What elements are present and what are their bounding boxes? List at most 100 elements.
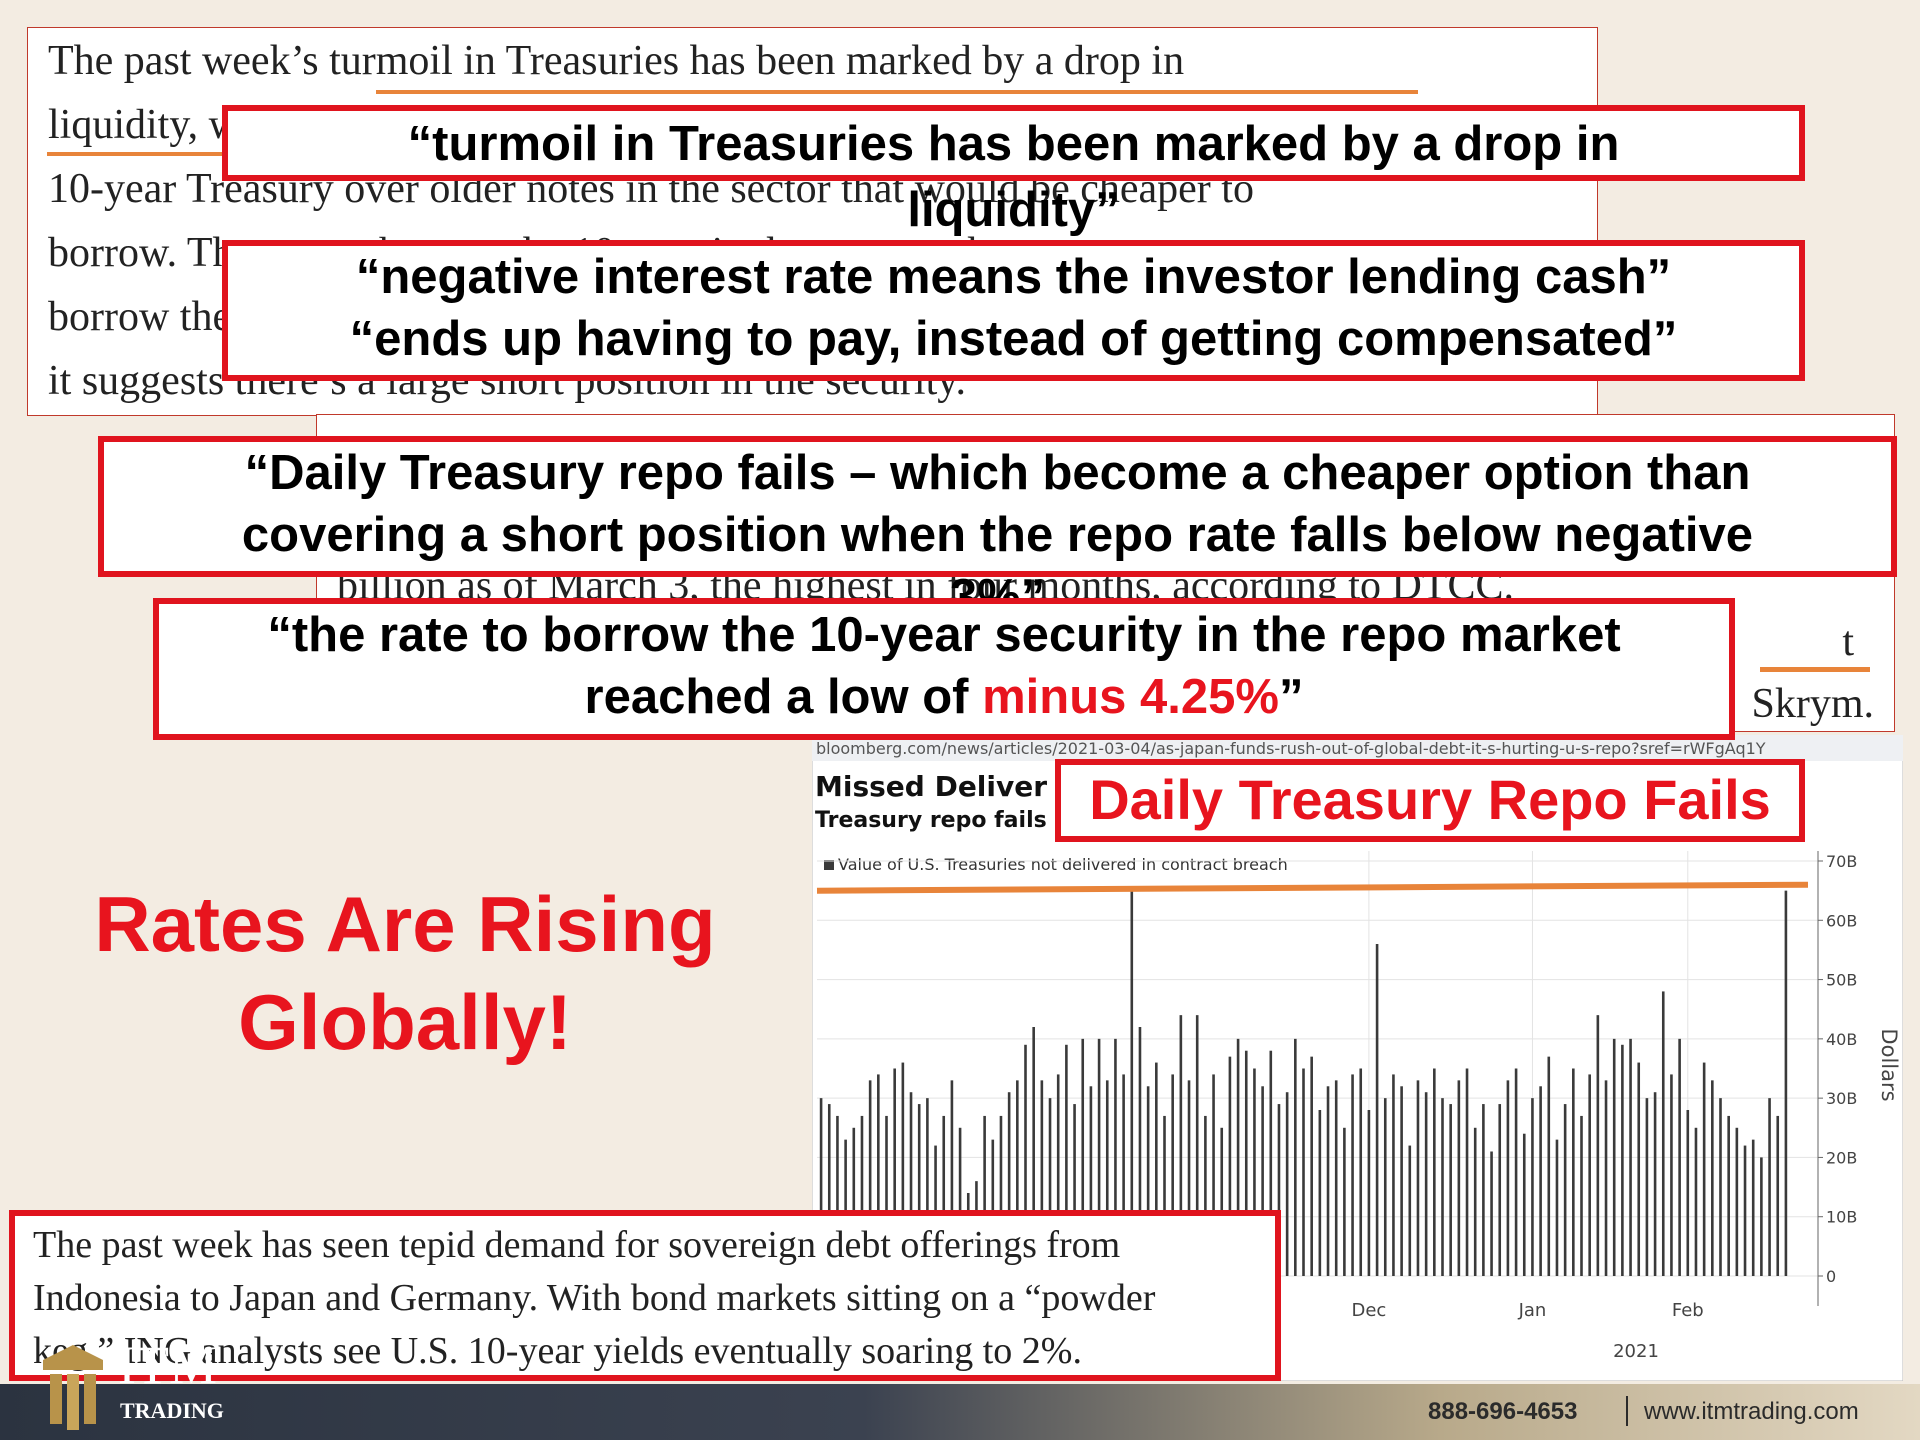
bar (1065, 1044, 1068, 1276)
bar (1735, 1127, 1739, 1276)
bar (991, 1139, 995, 1276)
bar (1547, 1056, 1551, 1276)
article-line: Skrym. (1751, 681, 1874, 727)
bar (1163, 1115, 1166, 1276)
reference-line (816, 881, 1809, 894)
bar (1228, 1056, 1232, 1276)
bar (836, 1115, 839, 1276)
callout-line: reached a low of minus 4.25%” (159, 666, 1729, 728)
article-line: keg,” ING analysts see U.S. 10-year yiel… (33, 1330, 1082, 1372)
callout-highlight: minus 4.25% (982, 670, 1279, 724)
bar (1522, 1133, 1526, 1276)
bar (1719, 1098, 1722, 1276)
bar (1645, 1098, 1649, 1276)
bar (1612, 1038, 1616, 1276)
bar (1253, 1068, 1256, 1276)
headline-line: Rates Are Rising (94, 880, 716, 968)
callout: “the rate to borrow the 10-year security… (153, 598, 1735, 740)
bar (868, 1080, 872, 1276)
bar (958, 1127, 962, 1276)
bar (1473, 1127, 1477, 1276)
article-line: The past week has seen tepid demand for … (33, 1224, 1121, 1266)
bar (1179, 1015, 1183, 1276)
bar (844, 1139, 847, 1276)
article-bottom: The past week has seen tepid demand for … (9, 1210, 1281, 1381)
bar (1171, 1074, 1174, 1276)
y-tick-label: 70B (1826, 852, 1857, 871)
bar (1465, 1068, 1469, 1276)
article-line: The past week’s turmoil in Treasuries ha… (48, 38, 1185, 84)
bar (1449, 1104, 1452, 1276)
bar (1367, 1110, 1371, 1276)
bar (1326, 1086, 1330, 1276)
bar (1097, 1038, 1101, 1276)
bar (1244, 1050, 1248, 1276)
bar (1236, 1038, 1240, 1276)
logo-subtext: TRADING (120, 1398, 224, 1423)
bar (1073, 1104, 1076, 1276)
bar (1621, 1044, 1624, 1276)
x-sublabel: 2021 (1613, 1341, 1659, 1362)
callout-line: “ends up having to pay, instead of getti… (349, 312, 1678, 366)
bar (1310, 1056, 1313, 1276)
bar (1751, 1139, 1755, 1276)
callout-line: “negative interest rate means the invest… (355, 250, 1672, 304)
bar (1285, 1092, 1289, 1276)
phone: 888-696-4653 (1428, 1398, 1578, 1425)
bar (893, 1068, 896, 1276)
article-line: Indonesia to Japan and Germany. With bon… (33, 1277, 1156, 1319)
bar (926, 1098, 929, 1276)
bar (1629, 1038, 1632, 1276)
bar (1007, 1092, 1011, 1276)
bar (1212, 1074, 1215, 1276)
bar (1743, 1145, 1747, 1276)
bar (827, 1104, 831, 1276)
bar (885, 1115, 888, 1276)
bar (1122, 1074, 1125, 1276)
bar (1024, 1044, 1027, 1276)
bar (1130, 890, 1134, 1276)
logo-text: ITM (118, 1335, 217, 1395)
bar (1048, 1098, 1052, 1276)
underline (1760, 667, 1870, 672)
bar (1457, 1080, 1461, 1276)
bar (852, 1127, 856, 1276)
underline (47, 152, 227, 156)
bar (1686, 1110, 1690, 1276)
bar (1277, 1104, 1281, 1276)
bar (999, 1115, 1003, 1276)
callout-line: liquidity” (907, 183, 1120, 237)
bar (1195, 1015, 1199, 1276)
website: www.itmtrading.com (1644, 1398, 1859, 1425)
bar (983, 1115, 986, 1276)
bar (1727, 1115, 1730, 1276)
bar (1572, 1068, 1575, 1276)
bar (1694, 1127, 1698, 1276)
callout-line: “turmoil in Treasuries has been marked b… (407, 117, 1620, 171)
bar (1114, 1038, 1117, 1276)
callout-text: ” (1278, 670, 1304, 724)
y-tick-label: 50B (1826, 971, 1857, 990)
bar (1678, 1038, 1681, 1276)
x-tick-label: Feb (1672, 1300, 1704, 1321)
bar (1105, 1080, 1109, 1276)
bar (1375, 944, 1379, 1276)
bar (1056, 1074, 1060, 1276)
callout-text: reached a low of (584, 670, 983, 724)
y-tick-label: 10B (1826, 1208, 1857, 1227)
callout-line: “the rate to borrow the 10-year security… (267, 608, 1621, 662)
x-tick-label: Dec (1351, 1300, 1386, 1321)
bar (1016, 1080, 1019, 1276)
y-axis-label: Dollars (1877, 1028, 1901, 1101)
bar (1514, 1068, 1518, 1276)
separator (1626, 1396, 1628, 1426)
bar (1653, 1092, 1657, 1276)
y-tick-label: 60B (1826, 911, 1857, 930)
bar (1784, 890, 1788, 1276)
bar (1433, 1068, 1436, 1276)
callout: “negative interest rate means the invest… (222, 240, 1805, 381)
bar (1482, 1104, 1485, 1276)
bar (1563, 1104, 1567, 1276)
chart-subtitle: Treasury repo fails (815, 808, 1047, 833)
